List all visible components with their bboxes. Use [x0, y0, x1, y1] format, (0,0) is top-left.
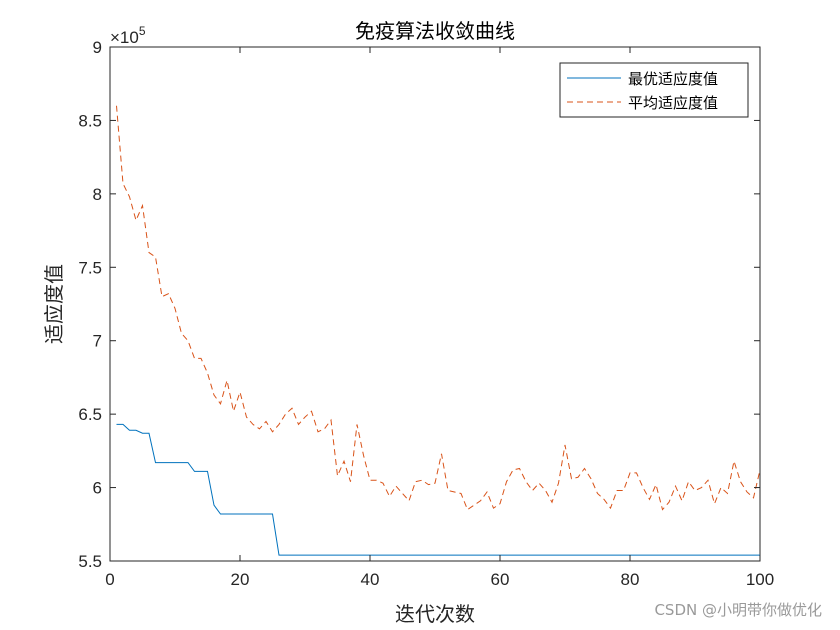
series-layer	[116, 105, 761, 556]
x-tick-label: 20	[231, 570, 250, 589]
y-tick-label: 8.5	[78, 111, 102, 130]
watermark: CSDN @小明带你做优化	[654, 601, 822, 619]
series-line-best	[116, 423, 760, 556]
ticks-layer: 0 20 40 60 80 100 5.5 6 6.5 7 7.5 8 8.5 9	[78, 38, 774, 589]
y-exponent-base: ×10	[110, 28, 139, 47]
plot-area	[109, 46, 761, 562]
y-tick-label: 6	[93, 479, 102, 498]
series-line-average	[116, 105, 761, 511]
x-tick-label: 80	[621, 570, 640, 589]
legend-label-average: 平均适应度值	[628, 94, 718, 112]
y-tick-label: 6.5	[78, 405, 102, 424]
y-tick-label: 9	[93, 38, 102, 57]
x-tick-label: 100	[746, 570, 774, 589]
y-tick-label: 7.5	[78, 258, 102, 277]
x-tick-label: 60	[491, 570, 510, 589]
x-axis-label: 迭代次数	[395, 602, 475, 626]
legend-box	[559, 62, 749, 118]
x-tick-label: 40	[361, 570, 380, 589]
y-axis-label: 适应度值	[42, 264, 66, 344]
chart-title: 免疫算法收敛曲线	[355, 19, 515, 43]
x-tick-label: 0	[105, 570, 114, 589]
y-tick-label: 7	[93, 332, 102, 351]
legend-label-best: 最优适应度值	[628, 70, 718, 88]
y-exponent-label: ×105	[110, 24, 146, 47]
y-exponent-power: 5	[139, 24, 146, 38]
legend: 最优适应度值 平均适应度值	[559, 62, 749, 118]
y-tick-label: 5.5	[78, 552, 102, 571]
y-tick-label: 8	[93, 185, 102, 204]
